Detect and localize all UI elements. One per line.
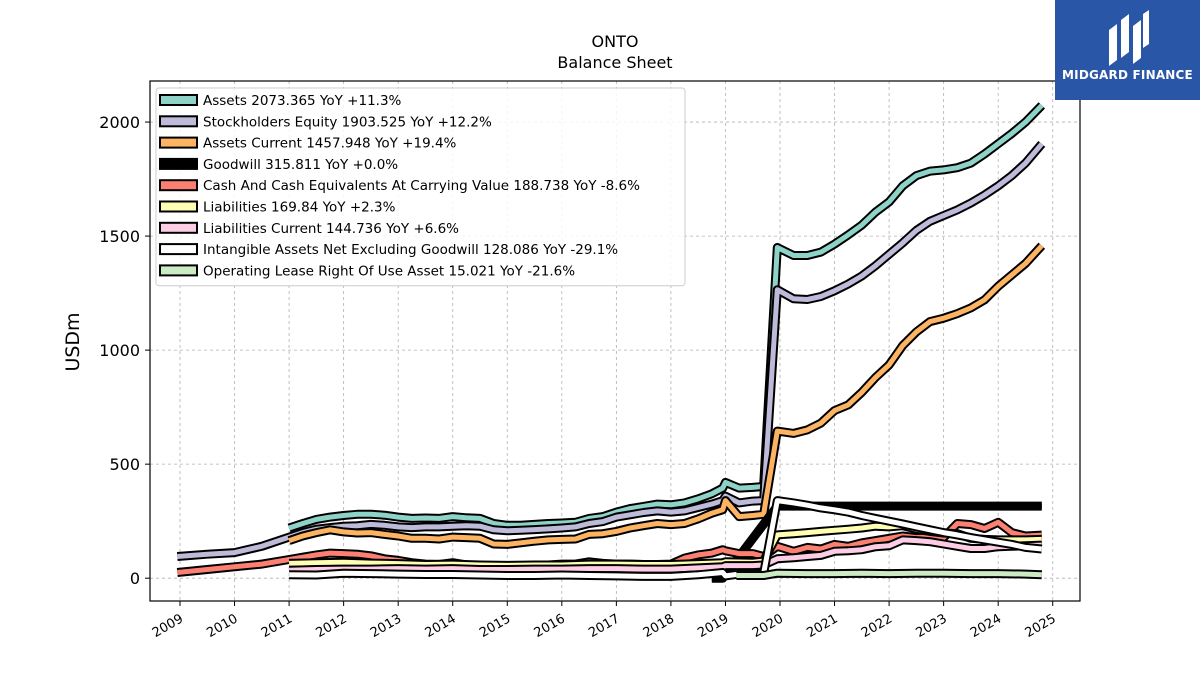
series-core	[289, 537, 1042, 573]
y-tick-label: 2000	[99, 113, 140, 132]
legend-entry-label: Cash And Cash Equivalents At Carrying Va…	[203, 178, 640, 194]
legend-swatch	[159, 221, 198, 234]
series-core	[288, 244, 1044, 547]
series-line-8	[736, 568, 1042, 580]
plot-area-frame	[149, 80, 1081, 602]
x-tick-label: 2013	[368, 611, 404, 641]
brand-name: MIDGARD FINANCE	[1062, 68, 1193, 82]
legend-entry-label: Assets Current 1457.948 YoY +19.4%	[203, 136, 457, 152]
series-outline	[288, 535, 1042, 575]
x-tick-label: 2023	[913, 611, 949, 641]
series-lines	[176, 102, 1046, 583]
legend: Assets 2073.365 YoY +11.3% Stockholders E…	[155, 87, 686, 287]
legend-swatch	[159, 179, 198, 192]
x-tick-label: 2018	[641, 611, 677, 641]
series-core	[177, 142, 1044, 559]
x-tick-label: 2009	[150, 611, 186, 641]
y-tick-label: 1000	[99, 341, 140, 360]
legend-swatch	[159, 264, 198, 277]
brand-logo: MIDGARD FINANCE	[1055, 0, 1200, 100]
legend-entry-label: Intangible Assets Net Excluding Goodwill…	[203, 242, 618, 258]
series-line-6	[288, 535, 1042, 575]
x-tick-label: 2022	[859, 611, 895, 641]
series-core	[288, 103, 1044, 531]
chart-title: ONTO	[592, 32, 639, 51]
x-tick-label: 2016	[532, 611, 568, 641]
x-tick-label: 2017	[586, 611, 622, 641]
series-line-1	[176, 140, 1046, 561]
x-tick-label: 2014	[423, 611, 459, 641]
x-tick-label: 2011	[259, 611, 295, 641]
legend-entry-label: Goodwill 315.811 YoY +0.0%	[203, 157, 398, 173]
chart-subtitle: Balance Sheet	[557, 53, 672, 72]
brand-logo-icon	[1109, 10, 1149, 66]
y-axis-label: USDm	[62, 312, 84, 371]
y-tick-label: 0	[130, 569, 140, 588]
series-line-0	[287, 102, 1046, 533]
series-line-2	[287, 242, 1046, 549]
legend-swatch	[159, 157, 198, 170]
legend-entry-label: Liabilities Current 144.736 YoY +6.6%	[203, 221, 459, 237]
x-tick-label: 2021	[804, 611, 840, 641]
x-tick-label: 2024	[968, 611, 1004, 641]
x-tick-label: 2020	[750, 611, 786, 641]
legend-swatch	[159, 243, 198, 256]
x-tick-label: 2019	[695, 611, 731, 641]
legend-entry-label: Operating Lease Right Of Use Asset 15.02…	[203, 263, 575, 279]
x-tick-label: 2025	[1023, 611, 1059, 641]
x-tick-label: 2015	[477, 611, 513, 641]
legend-swatch	[159, 94, 198, 106]
y-tick-label: 500	[109, 455, 140, 474]
series-outline	[287, 242, 1046, 549]
legend-box	[155, 87, 686, 287]
y-tick-label: 1500	[99, 227, 140, 246]
legend-entry-label: Liabilities 169.84 YoY +2.3%	[203, 200, 396, 216]
series-core	[736, 570, 1042, 578]
legend-swatch	[159, 136, 198, 149]
x-tick-label: 2012	[313, 611, 349, 641]
legend-swatch	[159, 115, 198, 128]
x-tick-label: 2010	[204, 611, 240, 641]
legend-entry-label: Assets 2073.365 YoY +11.3%	[203, 93, 402, 109]
legend-swatch	[159, 200, 198, 213]
legend-entry-label: Stockholders Equity 1903.525 YoY +12.2%	[203, 114, 492, 130]
